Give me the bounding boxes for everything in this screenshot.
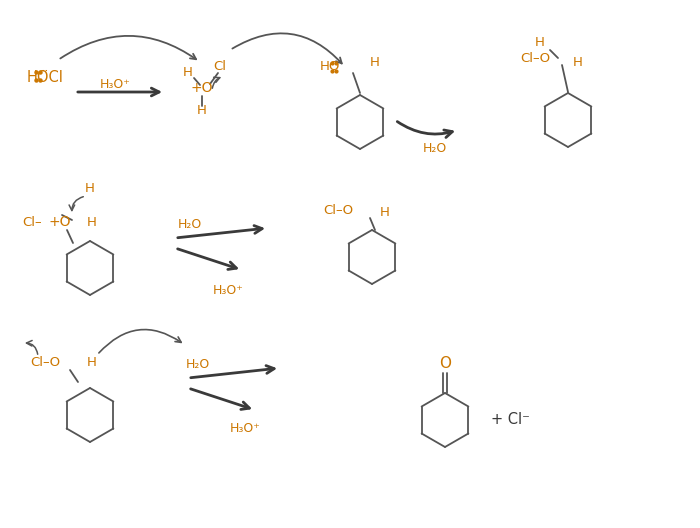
Text: H: H [85,182,95,194]
Text: H: H [370,56,380,70]
Text: H: H [183,65,193,79]
Text: + Cl⁻: + Cl⁻ [491,412,529,428]
Text: H₂O: H₂O [178,219,202,231]
Text: Cl–O: Cl–O [30,356,60,370]
Text: Cl–: Cl– [22,215,42,229]
Text: H₂O: H₂O [423,142,447,155]
Text: Cl–O: Cl–O [323,203,353,216]
Text: HÖ: HÖ [320,61,340,73]
Text: O: O [439,355,451,371]
Text: H₃O⁺: H₃O⁺ [230,421,260,435]
Text: H: H [87,215,97,229]
Text: HÖCl: HÖCl [27,70,64,84]
Text: H: H [87,356,97,370]
Text: H₃O⁺: H₃O⁺ [99,79,130,91]
Text: Cl: Cl [214,61,227,73]
Text: H: H [380,206,390,220]
Text: +O: +O [49,215,71,229]
Text: H: H [573,55,583,69]
Text: Cl–O: Cl–O [520,52,550,64]
Text: H: H [197,103,207,117]
Text: +O: +O [190,81,214,95]
Text: H: H [535,35,545,49]
Text: H₃O⁺: H₃O⁺ [213,284,244,297]
Text: H₂O: H₂O [186,359,210,372]
